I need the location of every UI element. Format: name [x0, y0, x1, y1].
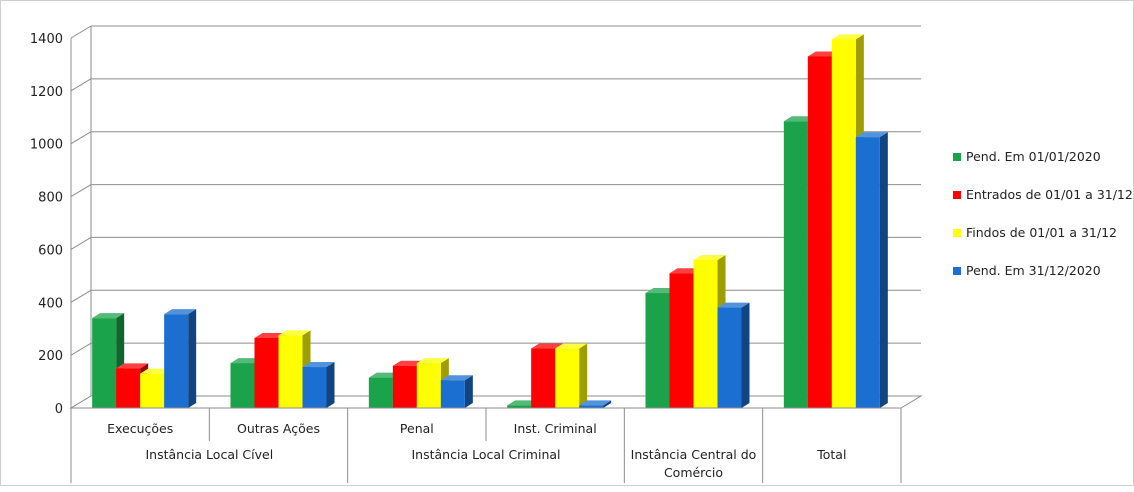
legend-label: Entrados de 01/01 a 31/12: [966, 187, 1133, 202]
bar-front: [669, 273, 694, 408]
x-tick-label-line: Comércio: [664, 465, 723, 480]
gridline-depth: [70, 236, 92, 250]
bar-front: [164, 314, 189, 408]
bar: [164, 309, 197, 408]
bar-top: [116, 363, 149, 369]
bar-top: [555, 343, 588, 349]
x-tick-label: Instância Central do Comércio: [631, 447, 757, 480]
bar-top: [302, 362, 335, 368]
gridline-depth: [70, 184, 92, 198]
y-tick-label: 1000: [30, 138, 63, 153]
x-tick-label-line: Total: [816, 447, 846, 462]
bar-front: [555, 348, 580, 408]
legend-label: Pend. Em 31/12/2020: [966, 263, 1101, 278]
bar-front: [254, 337, 279, 408]
bar: [416, 358, 449, 408]
bar-front: [717, 307, 742, 408]
y-tick-label: 200: [38, 349, 63, 364]
bar-top: [164, 309, 197, 315]
bar: [555, 343, 588, 408]
bar-top: [531, 343, 564, 349]
bar-top: [717, 302, 750, 308]
bar-front: [855, 137, 880, 408]
gridline-depth: [70, 131, 92, 145]
bar: [717, 302, 750, 408]
gridline-depth: [70, 25, 92, 39]
bar-front: [783, 121, 808, 408]
bar-front: [416, 363, 441, 408]
bar-side: [464, 375, 473, 408]
x-group-label: Instância Local Cível: [145, 447, 273, 462]
bar: [440, 375, 473, 408]
bar: [855, 132, 888, 408]
legend-label: Findos de 01/01 a 31/12: [966, 225, 1117, 240]
bar-front: [302, 367, 327, 408]
bar-front: [831, 39, 856, 408]
bar-side: [579, 343, 588, 408]
bar-front: [278, 335, 303, 408]
bar: [579, 400, 612, 408]
bar-side: [188, 309, 197, 408]
bar-side: [326, 362, 335, 408]
y-tick-label: 800: [38, 191, 63, 206]
bar: [302, 362, 335, 408]
bar-side: [741, 302, 750, 408]
bar-top: [855, 132, 888, 138]
bar-front: [368, 377, 393, 408]
bar-top: [831, 34, 864, 40]
bar-side: [879, 132, 888, 408]
bar-front: [531, 348, 556, 408]
bar-front: [116, 368, 141, 408]
bar-front: [140, 373, 165, 408]
legend-swatch: [953, 267, 961, 275]
bar-top: [278, 330, 311, 336]
gridline-depth: [70, 289, 92, 303]
y-tick-label: 1400: [30, 32, 63, 47]
y-tick-label: 400: [38, 296, 63, 311]
x-tick-label-line: Instância Central do: [631, 447, 757, 462]
y-tick-label: 0: [55, 402, 63, 417]
y-tick-label: 600: [38, 243, 63, 258]
bar-front: [579, 405, 604, 408]
bar-side: [603, 400, 612, 408]
gridline-depth: [70, 342, 92, 356]
bar-top: [693, 255, 726, 260]
legend-swatch: [953, 153, 961, 161]
bar-front: [440, 380, 465, 408]
bar-front: [693, 260, 718, 408]
x-tick-label: Total: [816, 447, 846, 462]
bar-top: [579, 400, 612, 406]
x-tick-label: Inst. Criminal: [514, 421, 597, 436]
bar-front: [807, 56, 832, 408]
x-tick-label: Execuções: [107, 421, 173, 436]
x-group-label: Instância Local Criminal: [412, 447, 561, 462]
bar-front: [507, 405, 532, 408]
bar-front: [645, 293, 670, 408]
gridline-depth: [70, 78, 92, 92]
legend-swatch: [953, 229, 961, 237]
x-tick-label: Penal: [400, 421, 434, 436]
legend-label: Pend. Em 01/01/2020: [966, 149, 1101, 164]
x-tick-label: Outras Ações: [237, 421, 320, 436]
bar-top: [416, 358, 449, 364]
bar-front: [230, 363, 255, 408]
bar-front: [92, 318, 117, 408]
bar-top: [92, 313, 125, 319]
y-tick-label: 1200: [30, 85, 63, 100]
bar-top: [440, 375, 473, 381]
bar-front: [392, 365, 417, 408]
legend-swatch: [953, 191, 961, 199]
